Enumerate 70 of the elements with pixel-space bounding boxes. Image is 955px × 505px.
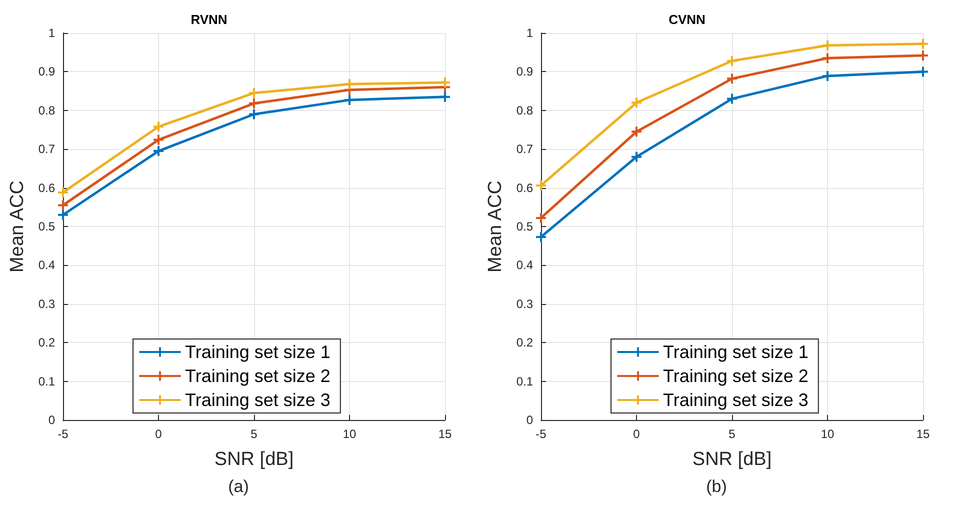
point: [154, 146, 164, 156]
x-tick-label: 15: [438, 427, 452, 441]
point: [822, 40, 832, 50]
point: [249, 109, 259, 120]
x-axis-title: SNR [dB]: [214, 449, 294, 470]
point: [58, 200, 68, 210]
point: [632, 152, 642, 162]
y-tick-label: 1: [526, 26, 534, 40]
y-tick-label: 0.4: [38, 258, 56, 272]
point: [918, 66, 928, 77]
y-tick-label: 0.3: [516, 296, 534, 311]
point: [822, 53, 832, 64]
x-axis-title: SNR [dB]: [692, 449, 772, 470]
chart-title: CVNN: [668, 12, 706, 27]
point: [58, 187, 68, 198]
y-tick-label: 0.7: [516, 142, 534, 156]
y-axis-title: Mean ACC: [485, 180, 506, 272]
point: [440, 92, 450, 102]
y-tick-label: 1: [48, 26, 56, 40]
y-tick-label: 0.8: [38, 103, 56, 118]
x-tick-label: 15: [916, 427, 930, 441]
point: [154, 122, 164, 132]
x-tick-label: 5: [250, 427, 258, 441]
y-tick-label: 0.5: [516, 220, 534, 234]
y-tick-label: 0.9: [516, 64, 534, 79]
y-axis-title: Mean ACC: [7, 180, 28, 272]
point: [536, 212, 546, 223]
text: (b): [706, 477, 727, 496]
y-tick-label: 0.8: [516, 103, 534, 118]
y-tick-label: 0: [526, 413, 534, 427]
legend-label: Training set size 3: [663, 390, 808, 410]
point: [727, 94, 737, 104]
point: [727, 56, 737, 66]
y-tick-label: 0.6: [38, 180, 56, 195]
point: [918, 38, 928, 49]
legend-label: Training set size 2: [185, 366, 330, 386]
point: [536, 180, 546, 190]
point: [536, 232, 546, 242]
y-tick-label: 0.1: [38, 374, 56, 388]
x-tick-label: 0: [155, 427, 162, 441]
legend-label: Training set size 1: [663, 342, 808, 362]
y-tick-label: 0.7: [38, 142, 56, 156]
y-tick-label: 0: [48, 413, 56, 427]
point: [249, 98, 259, 108]
x-tick-label: 10: [342, 427, 356, 441]
point: [344, 79, 354, 90]
y-tick-label: 0.3: [38, 296, 56, 311]
point: [632, 126, 642, 137]
y-tick-label: 0.2: [516, 336, 534, 350]
legend-label: Training set size 3: [185, 390, 330, 410]
legend-label: Training set size 2: [663, 366, 808, 386]
point: [249, 88, 259, 98]
y-tick-label: 0.1: [516, 374, 534, 388]
x-tick-label: 10: [820, 427, 834, 441]
x-tick-label: 5: [728, 427, 736, 441]
point: [727, 74, 737, 84]
y-tick-label: 0.4: [516, 258, 534, 272]
legend-label: Training set size 1: [185, 342, 330, 362]
point: [632, 98, 642, 108]
chart-title: RVNN: [190, 12, 228, 27]
point: [58, 210, 68, 220]
point: [154, 134, 164, 145]
x-tick-label: -5: [536, 427, 547, 441]
x-tick-label: -5: [58, 427, 69, 441]
text: (a): [228, 477, 249, 496]
y-tick-label: 0.2: [38, 336, 56, 350]
x-tick-label: 0: [633, 427, 640, 441]
y-tick-label: 0.6: [516, 180, 534, 195]
y-tick-label: 0.9: [38, 64, 56, 79]
y-tick-label: 0.5: [38, 220, 56, 234]
